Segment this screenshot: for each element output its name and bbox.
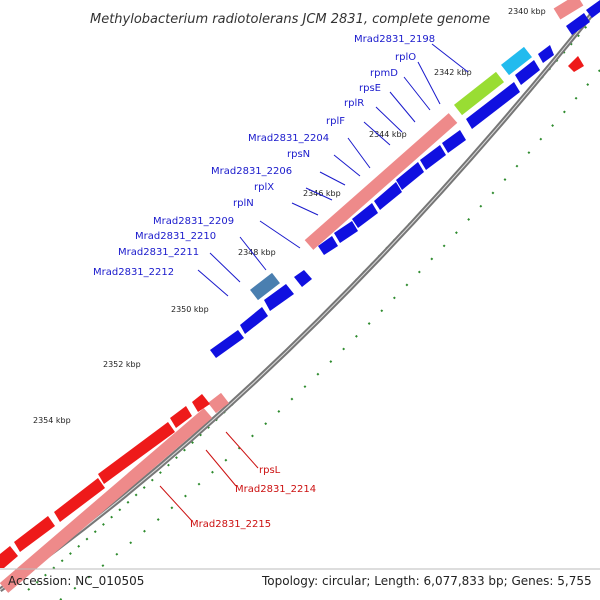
gene-bar[interactable] <box>208 392 229 414</box>
kbp-tick-label: 2344 kbp <box>369 130 407 139</box>
gene-label[interactable]: Mrad2831_2215 <box>190 519 271 530</box>
gene-label[interactable]: rplX <box>254 182 274 193</box>
cds-arrow[interactable] <box>466 82 520 129</box>
reverse-leaders <box>159 431 259 522</box>
forward-leaders <box>197 43 469 297</box>
forward-gene-labels: Mrad2831_2198 rplO rpmD rpsE rplR rplF M… <box>93 34 435 278</box>
cds-arrow[interactable] <box>442 130 466 153</box>
kbp-tick-label: 2350 kbp <box>171 305 209 314</box>
cds-arrow[interactable] <box>54 478 105 522</box>
cds-arrow[interactable] <box>538 45 554 63</box>
gene-bar-steel[interactable] <box>250 272 280 301</box>
cds-arrow[interactable] <box>352 203 378 228</box>
kbp-tick-label: 2354 kbp <box>33 416 71 425</box>
cds-arrow[interactable] <box>210 330 244 358</box>
gene-bar-cyan[interactable] <box>500 46 533 76</box>
kbp-tick-label: 2348 kbp <box>238 248 276 257</box>
cds-arrow[interactable] <box>240 307 268 334</box>
gene-label[interactable]: rpmD <box>370 68 398 79</box>
gene-label[interactable]: rpsN <box>287 149 310 160</box>
cds-arrow[interactable] <box>0 546 18 568</box>
kbp-tick-label: 2352 kbp <box>103 360 141 369</box>
gene-label[interactable]: rpsE <box>359 83 381 94</box>
gene-label[interactable]: Mrad2831_2206 <box>211 166 292 177</box>
kbp-tick-label: 2342 kbp <box>434 68 472 77</box>
gene-bar-lime[interactable] <box>453 71 505 116</box>
cds-arrow[interactable] <box>374 182 402 210</box>
cds-arrow[interactable] <box>396 162 424 190</box>
forward-gene-track <box>250 0 584 301</box>
cds-arrow[interactable] <box>98 422 175 484</box>
accession-label: Accession: NC_010505 <box>8 574 144 588</box>
gene-bar[interactable] <box>553 0 584 20</box>
gene-label[interactable]: rplR <box>344 98 364 109</box>
gene-label[interactable]: rplF <box>326 116 345 127</box>
tick-ring-inner <box>59 69 600 600</box>
kbp-tick-label: 2346 kbp <box>303 189 341 198</box>
gene-label[interactable]: Mrad2831_2212 <box>93 267 174 278</box>
gene-label[interactable]: Mrad2831_2204 <box>248 133 329 144</box>
reverse-gene-track <box>0 392 229 593</box>
map-title: Methylobacterium radiotolerans JCM 2831,… <box>90 12 490 27</box>
gene-label[interactable]: rplN <box>233 198 254 209</box>
gene-label[interactable]: rpsL <box>259 465 281 476</box>
cds-arrow[interactable] <box>170 406 192 428</box>
kbp-scale: 2340 kbp 2342 kbp 2344 kbp 2346 kbp 2348… <box>33 7 546 425</box>
cds-arrow[interactable] <box>192 394 210 412</box>
cds-arrow[interactable] <box>566 13 590 35</box>
cds-arrow[interactable] <box>318 236 338 255</box>
gene-label[interactable]: Mrad2831_2214 <box>235 484 316 495</box>
cds-arrow[interactable] <box>264 284 294 311</box>
cds-arrow[interactable] <box>294 270 312 287</box>
cds-arrow[interactable] <box>420 145 446 170</box>
gene-label[interactable]: Mrad2831_2209 <box>153 216 234 227</box>
cds-arrow[interactable] <box>568 56 584 72</box>
cds-arrow[interactable] <box>14 516 55 552</box>
reverse-cds-track <box>0 56 584 568</box>
cds-arrow[interactable] <box>515 60 540 85</box>
reverse-gene-labels: rpsL Mrad2831_2214 Mrad2831_2215 <box>190 465 316 530</box>
gene-label[interactable]: Mrad2831_2211 <box>118 247 199 258</box>
cds-arrow[interactable] <box>334 221 358 243</box>
forward-cds-track <box>210 0 600 358</box>
genome-summary: Topology: circular; Length: 6,077,833 bp… <box>261 574 592 588</box>
gene-label[interactable]: Mrad2831_2210 <box>135 231 216 242</box>
kbp-tick-label: 2340 kbp <box>508 7 546 16</box>
gene-label[interactable]: Mrad2831_2198 <box>354 34 435 45</box>
gene-bar[interactable] <box>0 408 213 593</box>
gene-bar[interactable] <box>304 113 458 250</box>
gene-label[interactable]: rplO <box>395 52 416 63</box>
cds-arrow[interactable] <box>586 0 600 18</box>
